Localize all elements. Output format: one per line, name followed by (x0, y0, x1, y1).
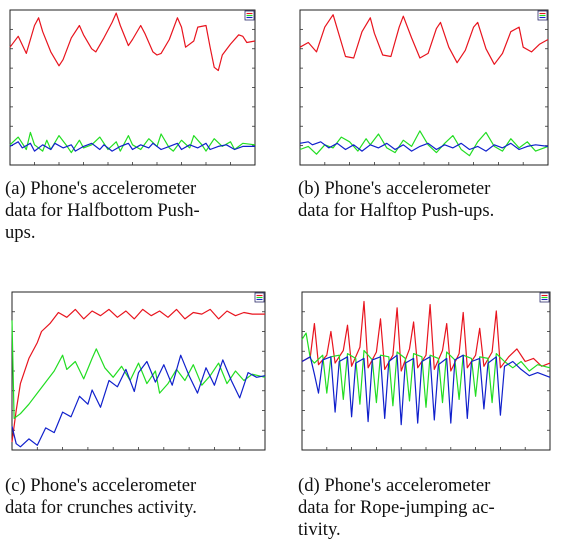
series-line-red (11, 308, 265, 443)
panel-c: (c) Phone's accelerometer data for crunc… (0, 280, 270, 545)
caption-a-line-1: (a) Phone's accelerometer (5, 178, 197, 199)
panel-b: (b) Phone's accelerometer data for Halft… (290, 0, 563, 265)
panel-d: (d) Phone's accelerometer data for Rope-… (290, 280, 563, 545)
series-line-blue (11, 354, 266, 448)
caption-a: (a) Phone's accelerometer data for Halfb… (5, 178, 268, 244)
series-line-green (299, 130, 549, 157)
plot-frame (301, 291, 551, 451)
caption-a-line-2: data for Halfbottom Push- (5, 200, 200, 221)
caption-c: (c) Phone's accelerometer data for crunc… (5, 475, 268, 519)
panel-a: (a) Phone's accelerometer data for Halfb… (0, 0, 270, 265)
legend (244, 10, 255, 21)
legend (537, 10, 548, 21)
series-line-red (301, 300, 551, 372)
series-line-blue (299, 141, 549, 152)
caption-d-line-3: tivity. (298, 519, 341, 540)
caption-c-line-2: data for crunches activity. (5, 497, 197, 518)
caption-d-line-2: data for Rope-jumping ac- (298, 497, 495, 518)
chart-a (9, 9, 256, 166)
caption-b: (b) Phone's accelerometer data for Halft… (298, 178, 560, 222)
series-line-green (301, 332, 551, 408)
caption-d: (d) Phone's accelerometer data for Rope-… (298, 475, 560, 541)
series-line-blue (301, 354, 551, 426)
legend (539, 292, 550, 303)
series-line-red (299, 14, 549, 65)
chart-b (299, 9, 549, 166)
chart-d (301, 291, 551, 451)
legend (254, 292, 265, 303)
series-line-red (9, 12, 256, 72)
series-line-blue (9, 141, 255, 152)
caption-b-line-1: (b) Phone's accelerometer (298, 178, 491, 199)
caption-a-line-3: ups. (5, 222, 36, 243)
series-line-green (9, 131, 256, 154)
chart-c (11, 291, 266, 451)
caption-c-line-1: (c) Phone's accelerometer (5, 475, 197, 496)
caption-b-line-2: data for Halftop Push-ups. (298, 200, 495, 221)
caption-d-line-1: (d) Phone's accelerometer (298, 475, 491, 496)
